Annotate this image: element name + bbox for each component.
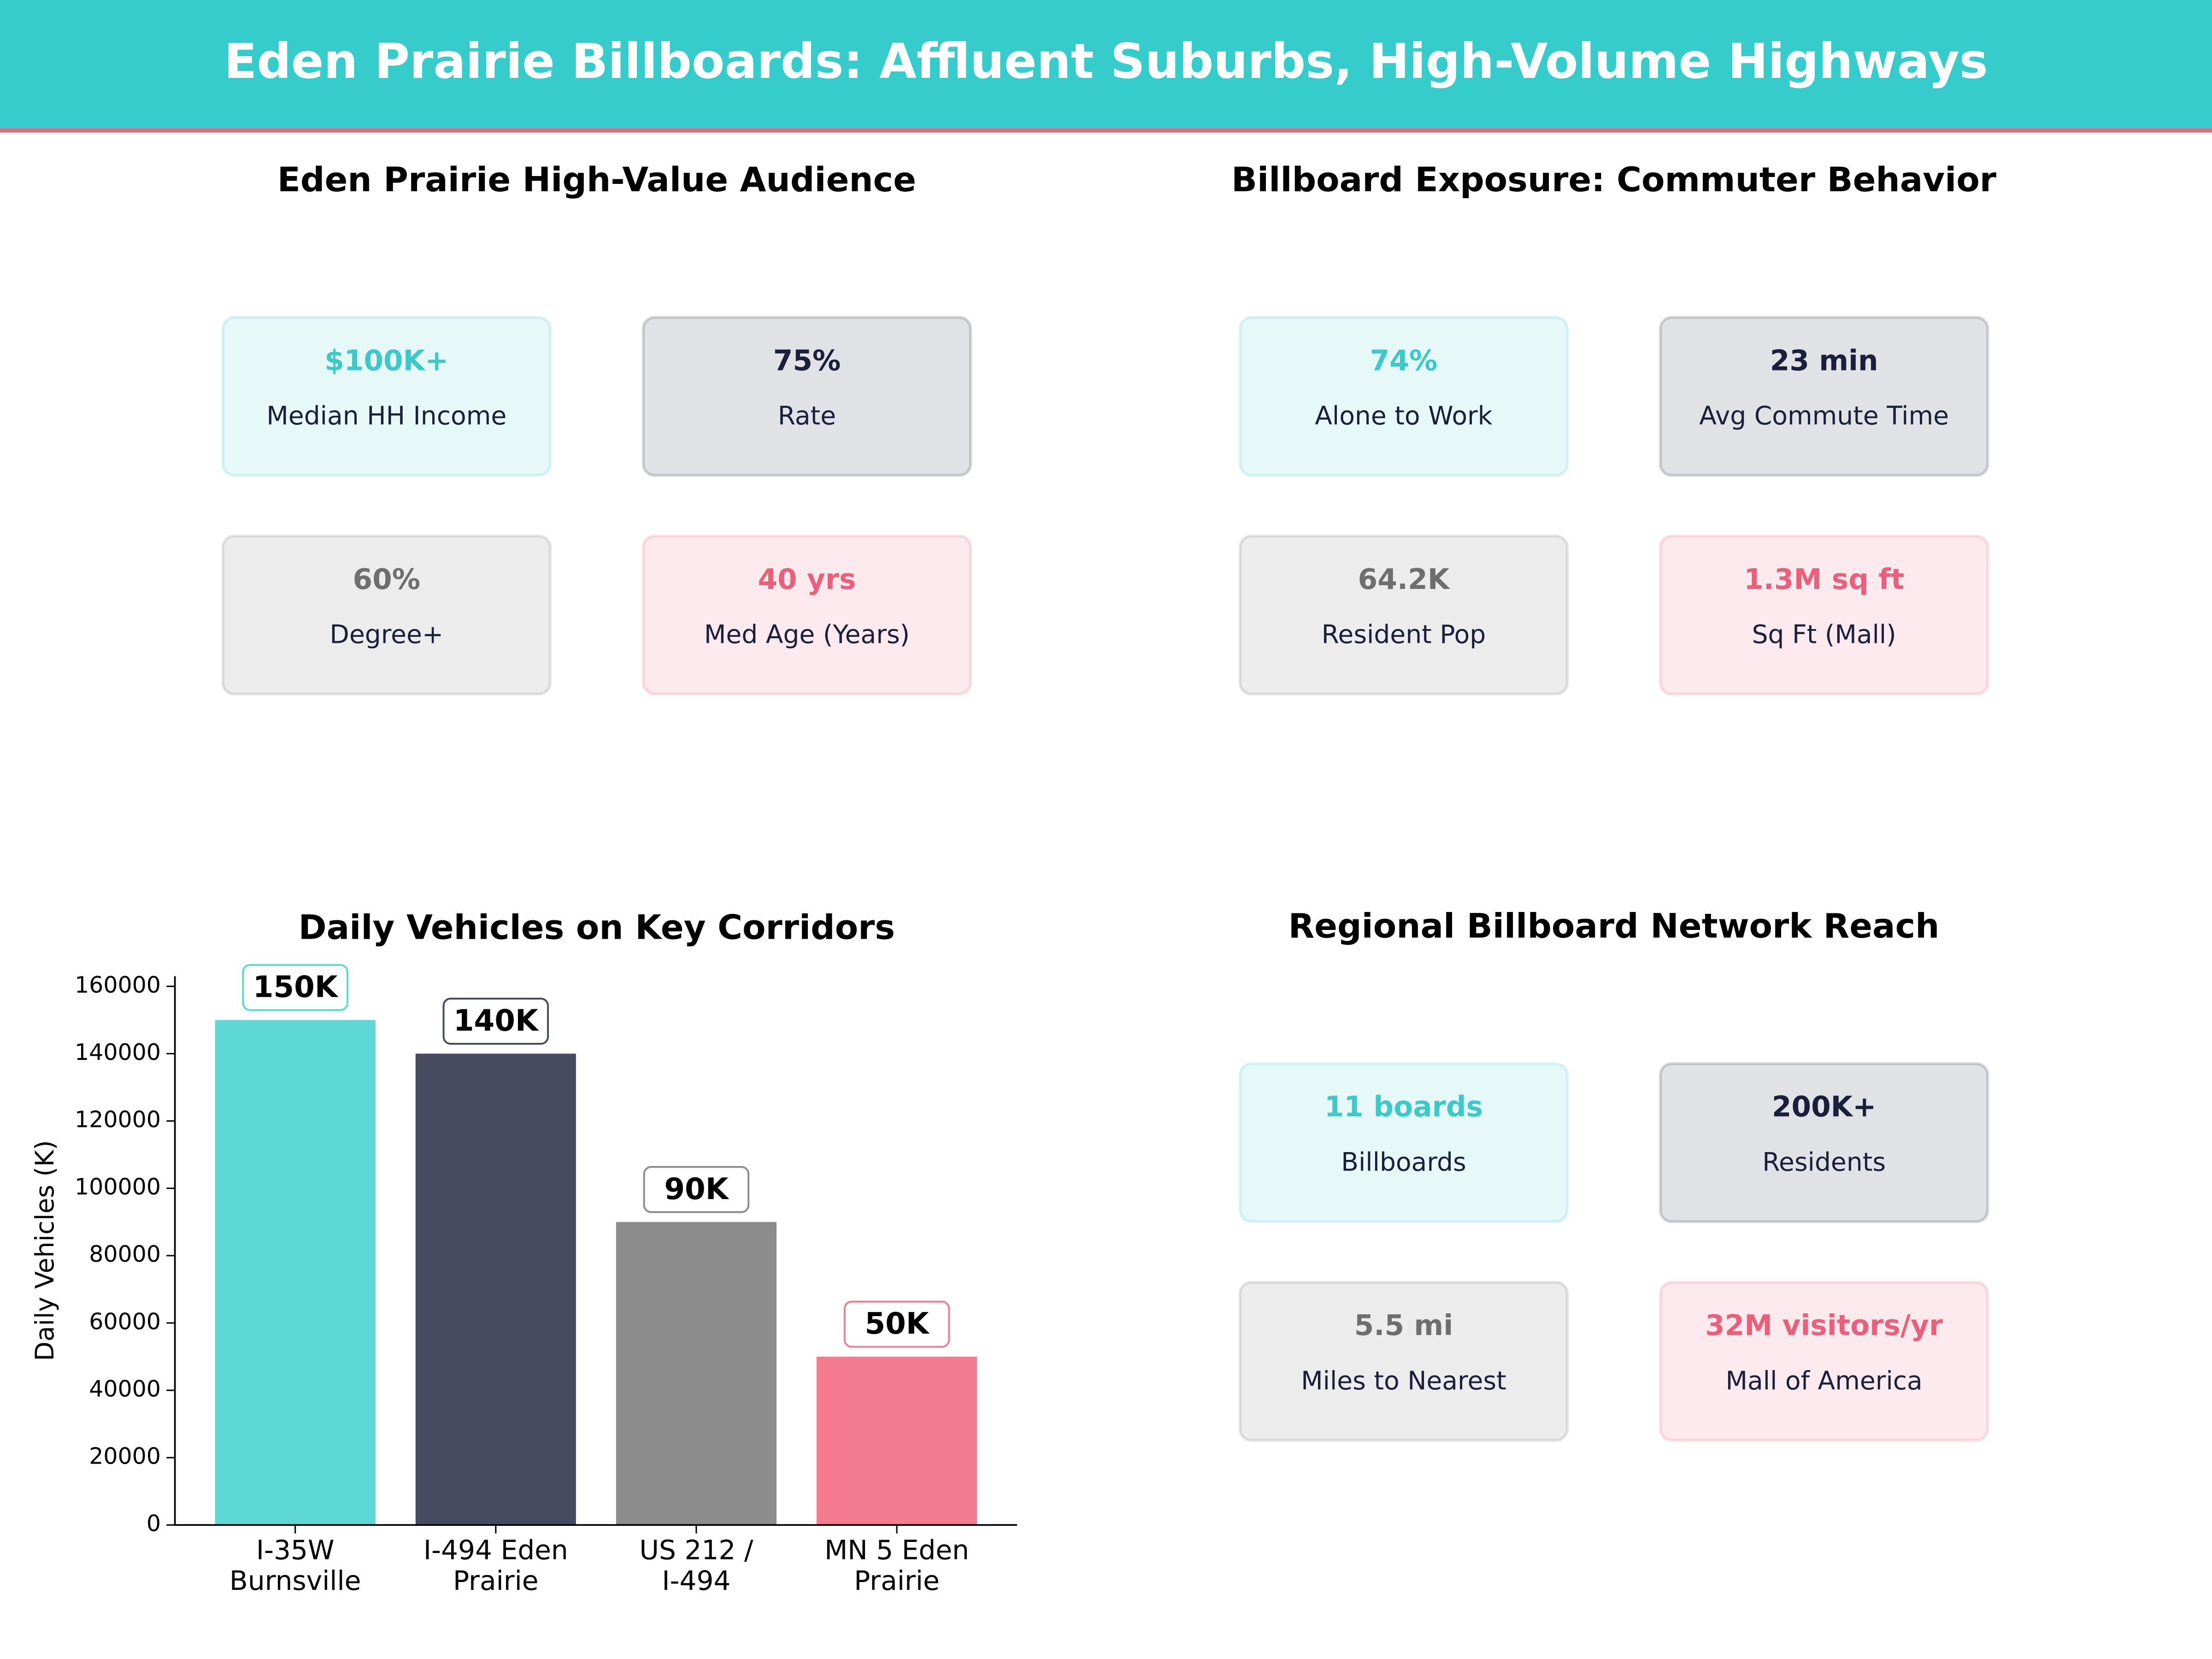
x-tick-label: I-35W Burnsville	[229, 1534, 361, 1596]
kpi-card	[1238, 316, 1569, 477]
x-tick-label: US 212 /I-494	[639, 1534, 753, 1596]
x-tick-label: I-494 Eden Prairie	[424, 1534, 568, 1596]
kpi-card	[221, 316, 552, 477]
y-tick-label: 100000	[75, 1174, 161, 1200]
value-label-box	[843, 1300, 950, 1348]
kpi-label: Billboards	[1341, 1147, 1466, 1177]
value-label: 150K	[253, 970, 339, 1005]
kpi-value: 60%	[353, 563, 421, 596]
kpi-label: Median HH Income	[266, 401, 506, 430]
kpi-label: Resident Pop	[1322, 620, 1486, 649]
bar	[215, 1020, 376, 1525]
bar	[817, 1356, 977, 1525]
kpi-card	[1659, 1281, 1989, 1442]
kpi-label: Rate	[778, 401, 836, 430]
x-tick-line: I-494	[662, 1565, 730, 1596]
kpi-value: 74%	[1370, 344, 1438, 377]
y-tick-label: 20000	[89, 1443, 161, 1470]
panel-title: Eden Prairie High-Value Audience	[277, 160, 916, 200]
kpi-value: 32M visitors/yr	[1705, 1309, 1943, 1342]
kpi-label: Alone to Work	[1315, 401, 1492, 430]
y-tick-label: 0	[147, 1511, 161, 1537]
bar	[415, 1053, 576, 1525]
x-tick-line: US 212 /	[639, 1534, 753, 1565]
y-axis-label: Daily Vehicles (K)	[30, 1140, 59, 1361]
kpi-card	[641, 535, 972, 696]
kpi-card	[641, 316, 972, 477]
kpi-card	[1238, 1062, 1569, 1224]
kpi-value: $100K+	[324, 344, 448, 377]
page-title: Eden Prairie Billboards: Affluent Suburb…	[224, 33, 1988, 89]
kpi-value: 5.5 mi	[1354, 1309, 1453, 1342]
kpi-card	[1659, 1062, 1989, 1224]
panel-title: Regional Billboard Network Reach	[1288, 906, 1940, 946]
kpi-value: 40 yrs	[758, 563, 856, 596]
kpi-label: Sq Ft (Mall)	[1752, 620, 1896, 649]
kpi-label: Miles to Nearest	[1301, 1366, 1506, 1395]
kpi-label: Med Age (Years)	[704, 620, 910, 649]
x-tick-line: Prairie	[854, 1565, 940, 1596]
x-tick-line: MN 5 Eden	[824, 1534, 969, 1565]
chart-title: Daily Vehicles on Key Corridors	[299, 908, 895, 947]
value-label-box	[643, 1166, 750, 1213]
value-label-box	[242, 964, 348, 1011]
x-tick-line: I-494 Eden	[424, 1534, 568, 1565]
value-label: 140K	[453, 1004, 539, 1038]
kpi-card	[1659, 535, 1989, 696]
kpi-label: Residents	[1762, 1147, 1886, 1177]
kpi-value: 64.2K	[1358, 563, 1451, 596]
y-tick-label: 160000	[75, 972, 161, 998]
panel-title: Billboard Exposure: Commuter Behavior	[1231, 160, 1997, 200]
y-tick-label: 120000	[75, 1106, 161, 1133]
kpi-value: 11 boards	[1324, 1091, 1483, 1124]
header-bar	[0, 0, 2212, 130]
header-accent	[0, 128, 2212, 133]
x-tick-label: MN 5 Eden Prairie	[824, 1534, 969, 1596]
kpi-card	[221, 535, 552, 696]
value-label: 50K	[865, 1306, 930, 1341]
bar	[616, 1222, 777, 1525]
y-tick-label: 80000	[89, 1241, 161, 1267]
kpi-value: 200K+	[1772, 1091, 1877, 1124]
kpi-label: Mall of America	[1726, 1366, 1923, 1395]
kpi-label: Degree+	[329, 620, 443, 649]
value-label-box	[442, 998, 549, 1045]
kpi-value: 23 min	[1770, 344, 1878, 377]
kpi-card	[1238, 535, 1569, 696]
kpi-value: 75%	[773, 344, 841, 377]
y-tick-label: 40000	[89, 1376, 161, 1402]
value-label: 90K	[664, 1172, 729, 1206]
x-tick-line: I-35W	[256, 1534, 335, 1565]
kpi-value: 1.3M sq ft	[1744, 563, 1904, 596]
y-tick-label: 60000	[89, 1308, 161, 1335]
kpi-card	[1238, 1281, 1569, 1442]
kpi-card	[1659, 316, 1989, 477]
x-tick-line: Prairie	[453, 1565, 539, 1596]
kpi-label: Avg Commute Time	[1699, 401, 1949, 430]
y-tick-label: 140000	[75, 1039, 161, 1065]
x-tick-line: Burnsville	[229, 1565, 361, 1596]
